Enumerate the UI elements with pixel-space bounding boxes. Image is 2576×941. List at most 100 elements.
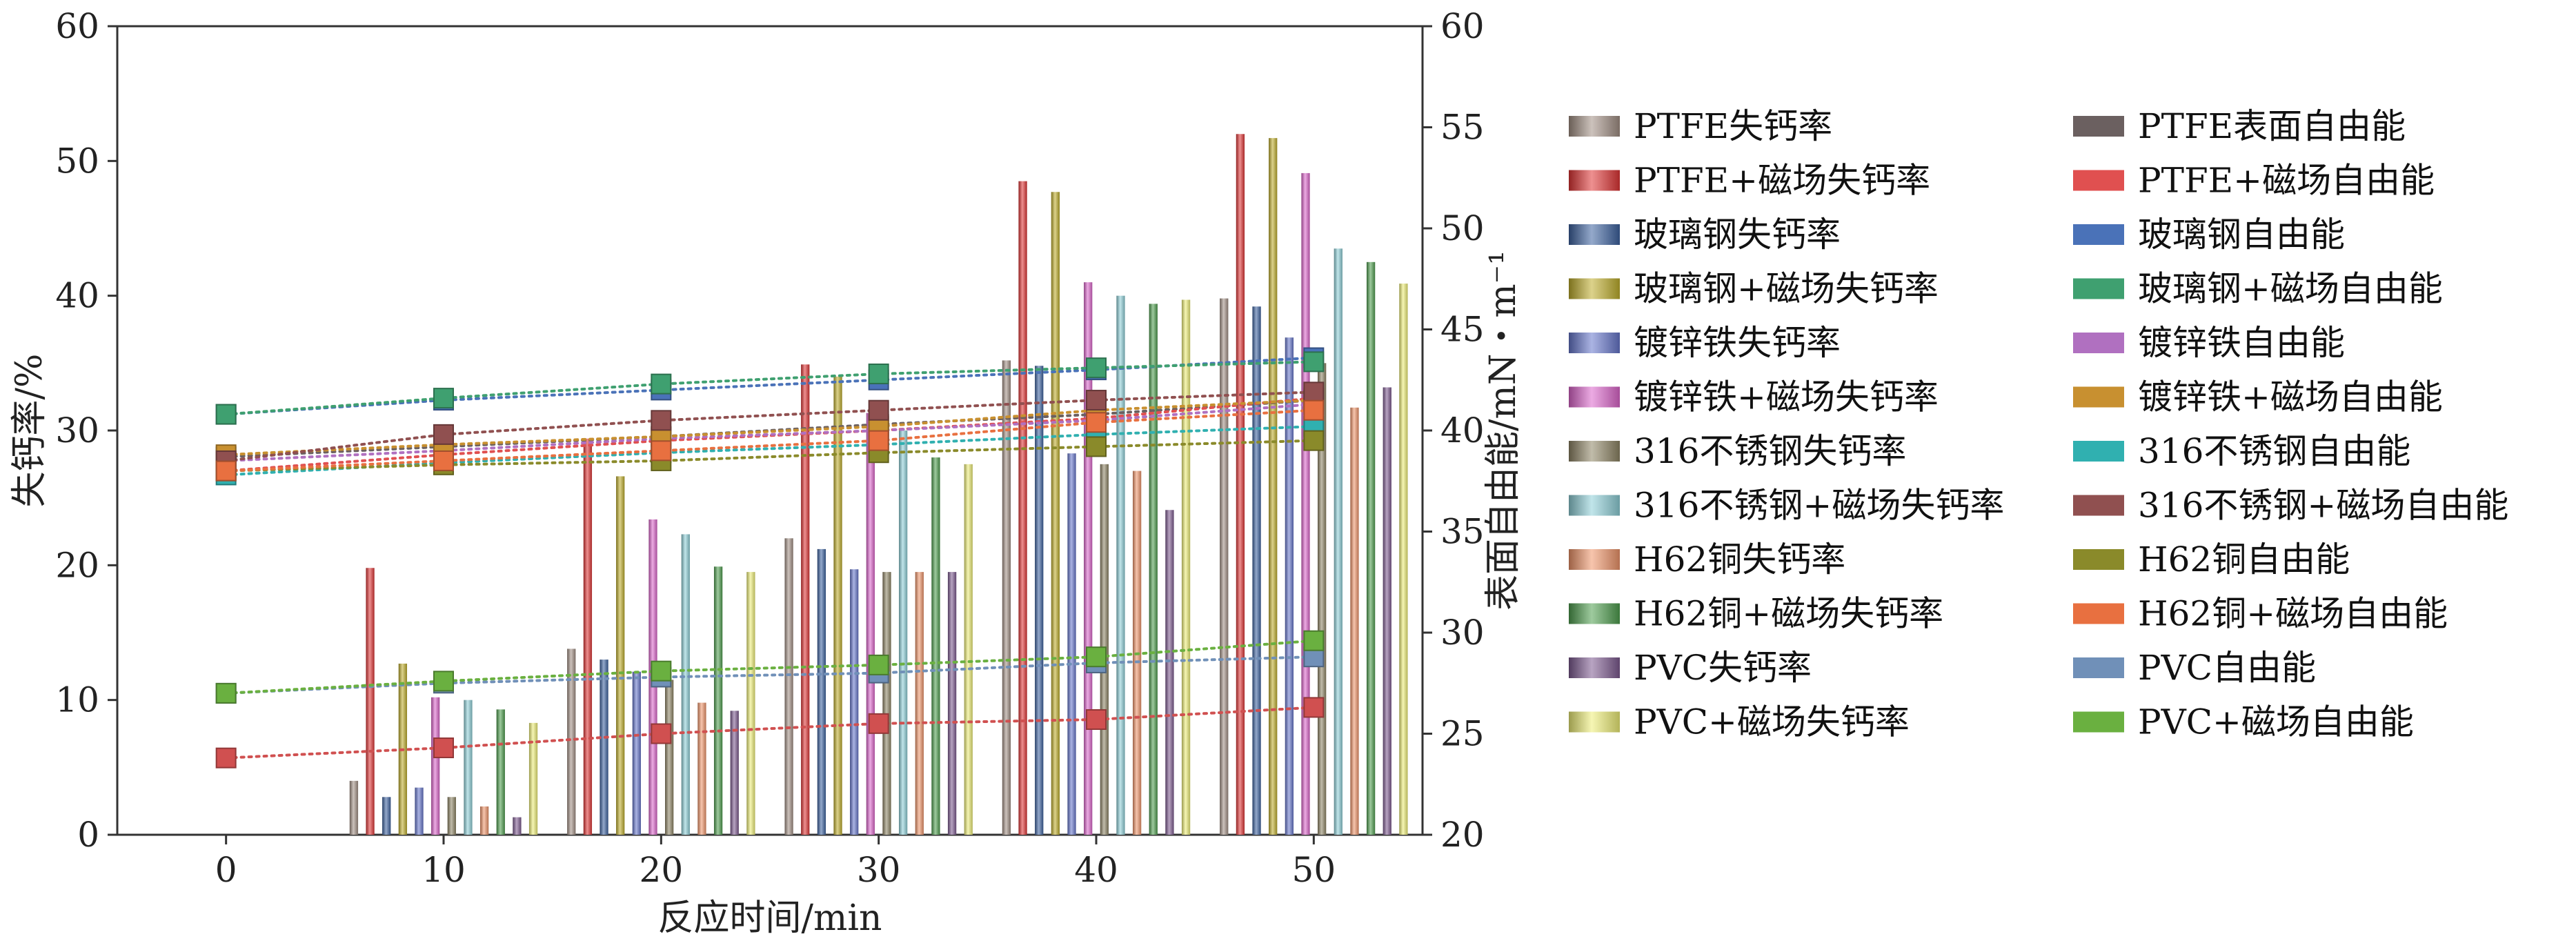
- legend-label: 镀锌铁自由能: [2138, 323, 2345, 363]
- trendline: [224, 360, 1316, 416]
- energy-marker: [868, 654, 889, 675]
- x-axis-label: 反应时间/min: [658, 898, 882, 939]
- legend-label: PTFE失钙率: [1634, 106, 1832, 146]
- legend-swatch: [2073, 224, 2124, 245]
- bar-mark: [1334, 248, 1343, 835]
- legend-label: PTFE+磁场失钙率: [1634, 161, 1930, 201]
- bar-mark: [1165, 510, 1174, 835]
- energy-marker: [1303, 351, 1325, 373]
- y-tick-label-right: 35: [1440, 512, 1485, 552]
- energy-marker: [1303, 399, 1325, 421]
- y-tick-label-left: 0: [77, 815, 99, 855]
- bar-mark: [431, 697, 440, 835]
- trendline: [224, 402, 1316, 462]
- bar-mark: [1301, 172, 1310, 835]
- bar-mark: [898, 430, 908, 835]
- bar-mark: [713, 566, 723, 835]
- legend-label: H62铜+磁场自由能: [2138, 594, 2448, 634]
- legend-swatch: [1569, 711, 1620, 733]
- bar-mark: [850, 569, 859, 835]
- trendline: [224, 408, 1316, 473]
- bar-mark: [1035, 366, 1044, 835]
- x-tick-label: 20: [640, 850, 684, 890]
- bar-mark: [415, 787, 424, 835]
- bar-mark: [931, 457, 940, 835]
- bar-mark: [801, 364, 810, 835]
- trendline: [224, 356, 1316, 416]
- x-tick-label: 30: [857, 850, 901, 890]
- y-tick-label-left: 30: [55, 410, 99, 450]
- energy-marker: [1086, 709, 1107, 730]
- energy-marker: [215, 404, 237, 425]
- bar-mark: [947, 572, 957, 835]
- legend-swatch: [2073, 657, 2124, 678]
- energy-marker: [651, 373, 672, 395]
- trendlines-layer: [224, 356, 1316, 760]
- bar-mark: [1252, 306, 1261, 835]
- legend-swatch: [1569, 170, 1620, 191]
- energy-marker: [215, 682, 237, 704]
- legend-label: 316不锈钢自由能: [2138, 431, 2410, 471]
- legend-swatch: [1569, 278, 1620, 299]
- legend-label: H62铜失钙率: [1634, 539, 1845, 580]
- legend-label: 玻璃钢+磁场失钙率: [1634, 269, 1939, 309]
- legend-label: PTFE表面自由能: [2138, 106, 2406, 146]
- legend-label: PVC自由能: [2138, 648, 2316, 688]
- bar-mark: [1067, 453, 1076, 835]
- bar-mark: [665, 680, 674, 835]
- legend-swatch: [2073, 333, 2124, 353]
- bar-mark: [496, 709, 505, 835]
- energy-marker: [868, 713, 889, 734]
- legend-label: PTFE+磁场自由能: [2138, 161, 2435, 201]
- bar-mark: [784, 538, 793, 835]
- bar-mark: [528, 722, 538, 835]
- bar-mark: [681, 534, 690, 835]
- trendline: [224, 399, 1316, 459]
- y-tick-label-left: 20: [55, 545, 99, 585]
- y-axis-label-right: 表面自由能/mN・m⁻¹: [1483, 250, 1524, 611]
- y-tick-label-right: 50: [1440, 208, 1485, 248]
- energy-marker: [1086, 390, 1107, 411]
- bar-mark: [1236, 134, 1245, 835]
- bar-mark: [464, 700, 473, 835]
- energy-marker: [215, 747, 237, 769]
- legend-label: 玻璃钢+磁场自由能: [2138, 269, 2443, 309]
- legend-label: 玻璃钢自由能: [2138, 215, 2345, 255]
- bar-mark: [1269, 138, 1278, 835]
- legend-label: 镀锌铁+磁场自由能: [2138, 377, 2443, 417]
- y-tick-label-left: 40: [55, 276, 99, 316]
- bar-mark: [964, 464, 973, 835]
- bar-mark: [632, 671, 642, 835]
- legend-swatch: [2073, 549, 2124, 570]
- energy-marker: [651, 723, 672, 744]
- bar-mark: [1149, 304, 1158, 835]
- y-tick-label-left: 10: [55, 680, 99, 720]
- energy-marker: [1086, 646, 1107, 668]
- legend-swatch: [1569, 116, 1620, 137]
- legend-label: PVC+磁场失钙率: [1634, 702, 1910, 742]
- energy-marker: [433, 737, 454, 759]
- bar-mark: [730, 711, 739, 835]
- energy-marker: [433, 424, 454, 445]
- legend-swatch: [1569, 549, 1620, 570]
- energy-marker: [1303, 697, 1325, 718]
- y-tick-label-right: 60: [1440, 6, 1485, 46]
- bar-mark: [366, 568, 375, 835]
- trendline: [224, 639, 1316, 695]
- energy-marker: [433, 671, 454, 692]
- legend-label: PVC失钙率: [1634, 648, 1812, 688]
- x-tick-label: 40: [1074, 850, 1118, 890]
- y-tick-label-right: 55: [1440, 108, 1485, 148]
- bar-mark: [746, 572, 755, 835]
- energy-marker: [651, 660, 672, 682]
- legend-swatch: [2073, 116, 2124, 137]
- y-tick-label-right: 20: [1440, 815, 1485, 855]
- legend-label: H62铜+磁场失钙率: [1634, 594, 1943, 634]
- bar-mark: [833, 376, 842, 835]
- legend-label: 316不锈钢+磁场自由能: [2138, 486, 2508, 526]
- energy-marker: [651, 440, 672, 462]
- bar-mark: [882, 572, 891, 835]
- trendline: [224, 399, 1316, 457]
- bar-mark: [1018, 181, 1027, 835]
- legend-label: 镀锌铁+磁场失钙率: [1634, 377, 1939, 417]
